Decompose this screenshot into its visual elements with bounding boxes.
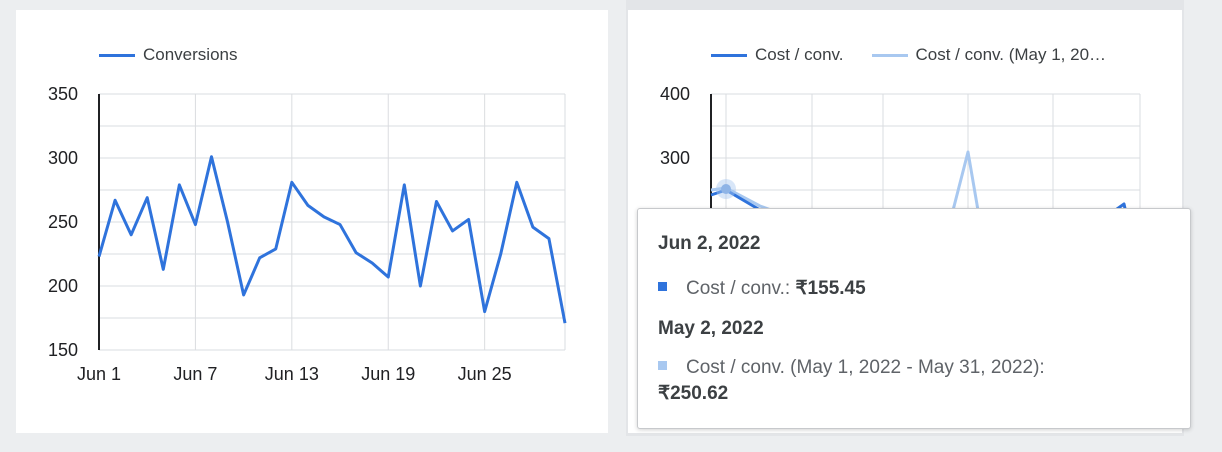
cost-per-conv-previous-legend-swatch: [871, 53, 908, 57]
hover-point: [721, 184, 731, 194]
cost-per-conv-legend-label: Cost / conv.: [755, 45, 844, 64]
tooltip-previous-label: Cost / conv. (May 1, 2022 - May 31, 2022…: [686, 357, 1045, 378]
y-tick-label: 400: [660, 84, 690, 104]
x-tick-label: Jun 7: [173, 364, 217, 384]
cost-per-conv-legend-swatch: [711, 53, 747, 57]
conversions-legend[interactable]: Conversions: [99, 45, 238, 65]
x-tick-label: Jun 1: [77, 364, 121, 384]
x-tick-label: Jun 25: [458, 364, 512, 384]
y-tick-label: 300: [660, 148, 690, 168]
y-tick-label: 150: [48, 340, 78, 360]
chart-tooltip: Jun 2, 2022 Cost / conv.: ₹155.45 May 2,…: [637, 208, 1191, 429]
tooltip-current-value: ₹155.45: [795, 278, 866, 299]
conversions-legend-swatch: [99, 53, 135, 57]
tooltip-previous-value: ₹250.62: [658, 383, 729, 404]
conversions-series-line: [97, 155, 567, 324]
conversions-legend-label: Conversions: [143, 45, 238, 64]
x-tick-label: Jun 13: [265, 364, 319, 384]
tooltip-row-previous: Cost / conv. (May 1, 2022 - May 31, 2022…: [658, 355, 1170, 407]
tooltip-date-previous: May 2, 2022: [658, 318, 764, 339]
x-tick-label: Jun 19: [361, 364, 415, 384]
tooltip-row-current: Cost / conv.: ₹155.45: [658, 276, 1170, 302]
legend-item-cost-per-conv[interactable]: Cost / conv.: [711, 45, 844, 65]
legend-item-cost-per-conv-previous[interactable]: Cost / conv. (May 1, 20…: [871, 45, 1107, 65]
y-tick-label: 250: [48, 212, 78, 232]
y-tick-label: 300: [48, 148, 78, 168]
y-tick-label: 200: [48, 276, 78, 296]
y-tick-label: 350: [48, 84, 78, 104]
tooltip-current-label: Cost / conv.:: [686, 278, 791, 299]
tooltip-current-swatch: [658, 282, 667, 292]
tooltip-previous-swatch: [658, 361, 667, 371]
cost-per-conv-previous-legend-label: Cost / conv. (May 1, 20…: [915, 45, 1107, 64]
tooltip-date-current: Jun 2, 2022: [658, 233, 761, 254]
cost-per-conv-legend[interactable]: Cost / conv. Cost / conv. (May 1, 20…: [711, 45, 1134, 65]
